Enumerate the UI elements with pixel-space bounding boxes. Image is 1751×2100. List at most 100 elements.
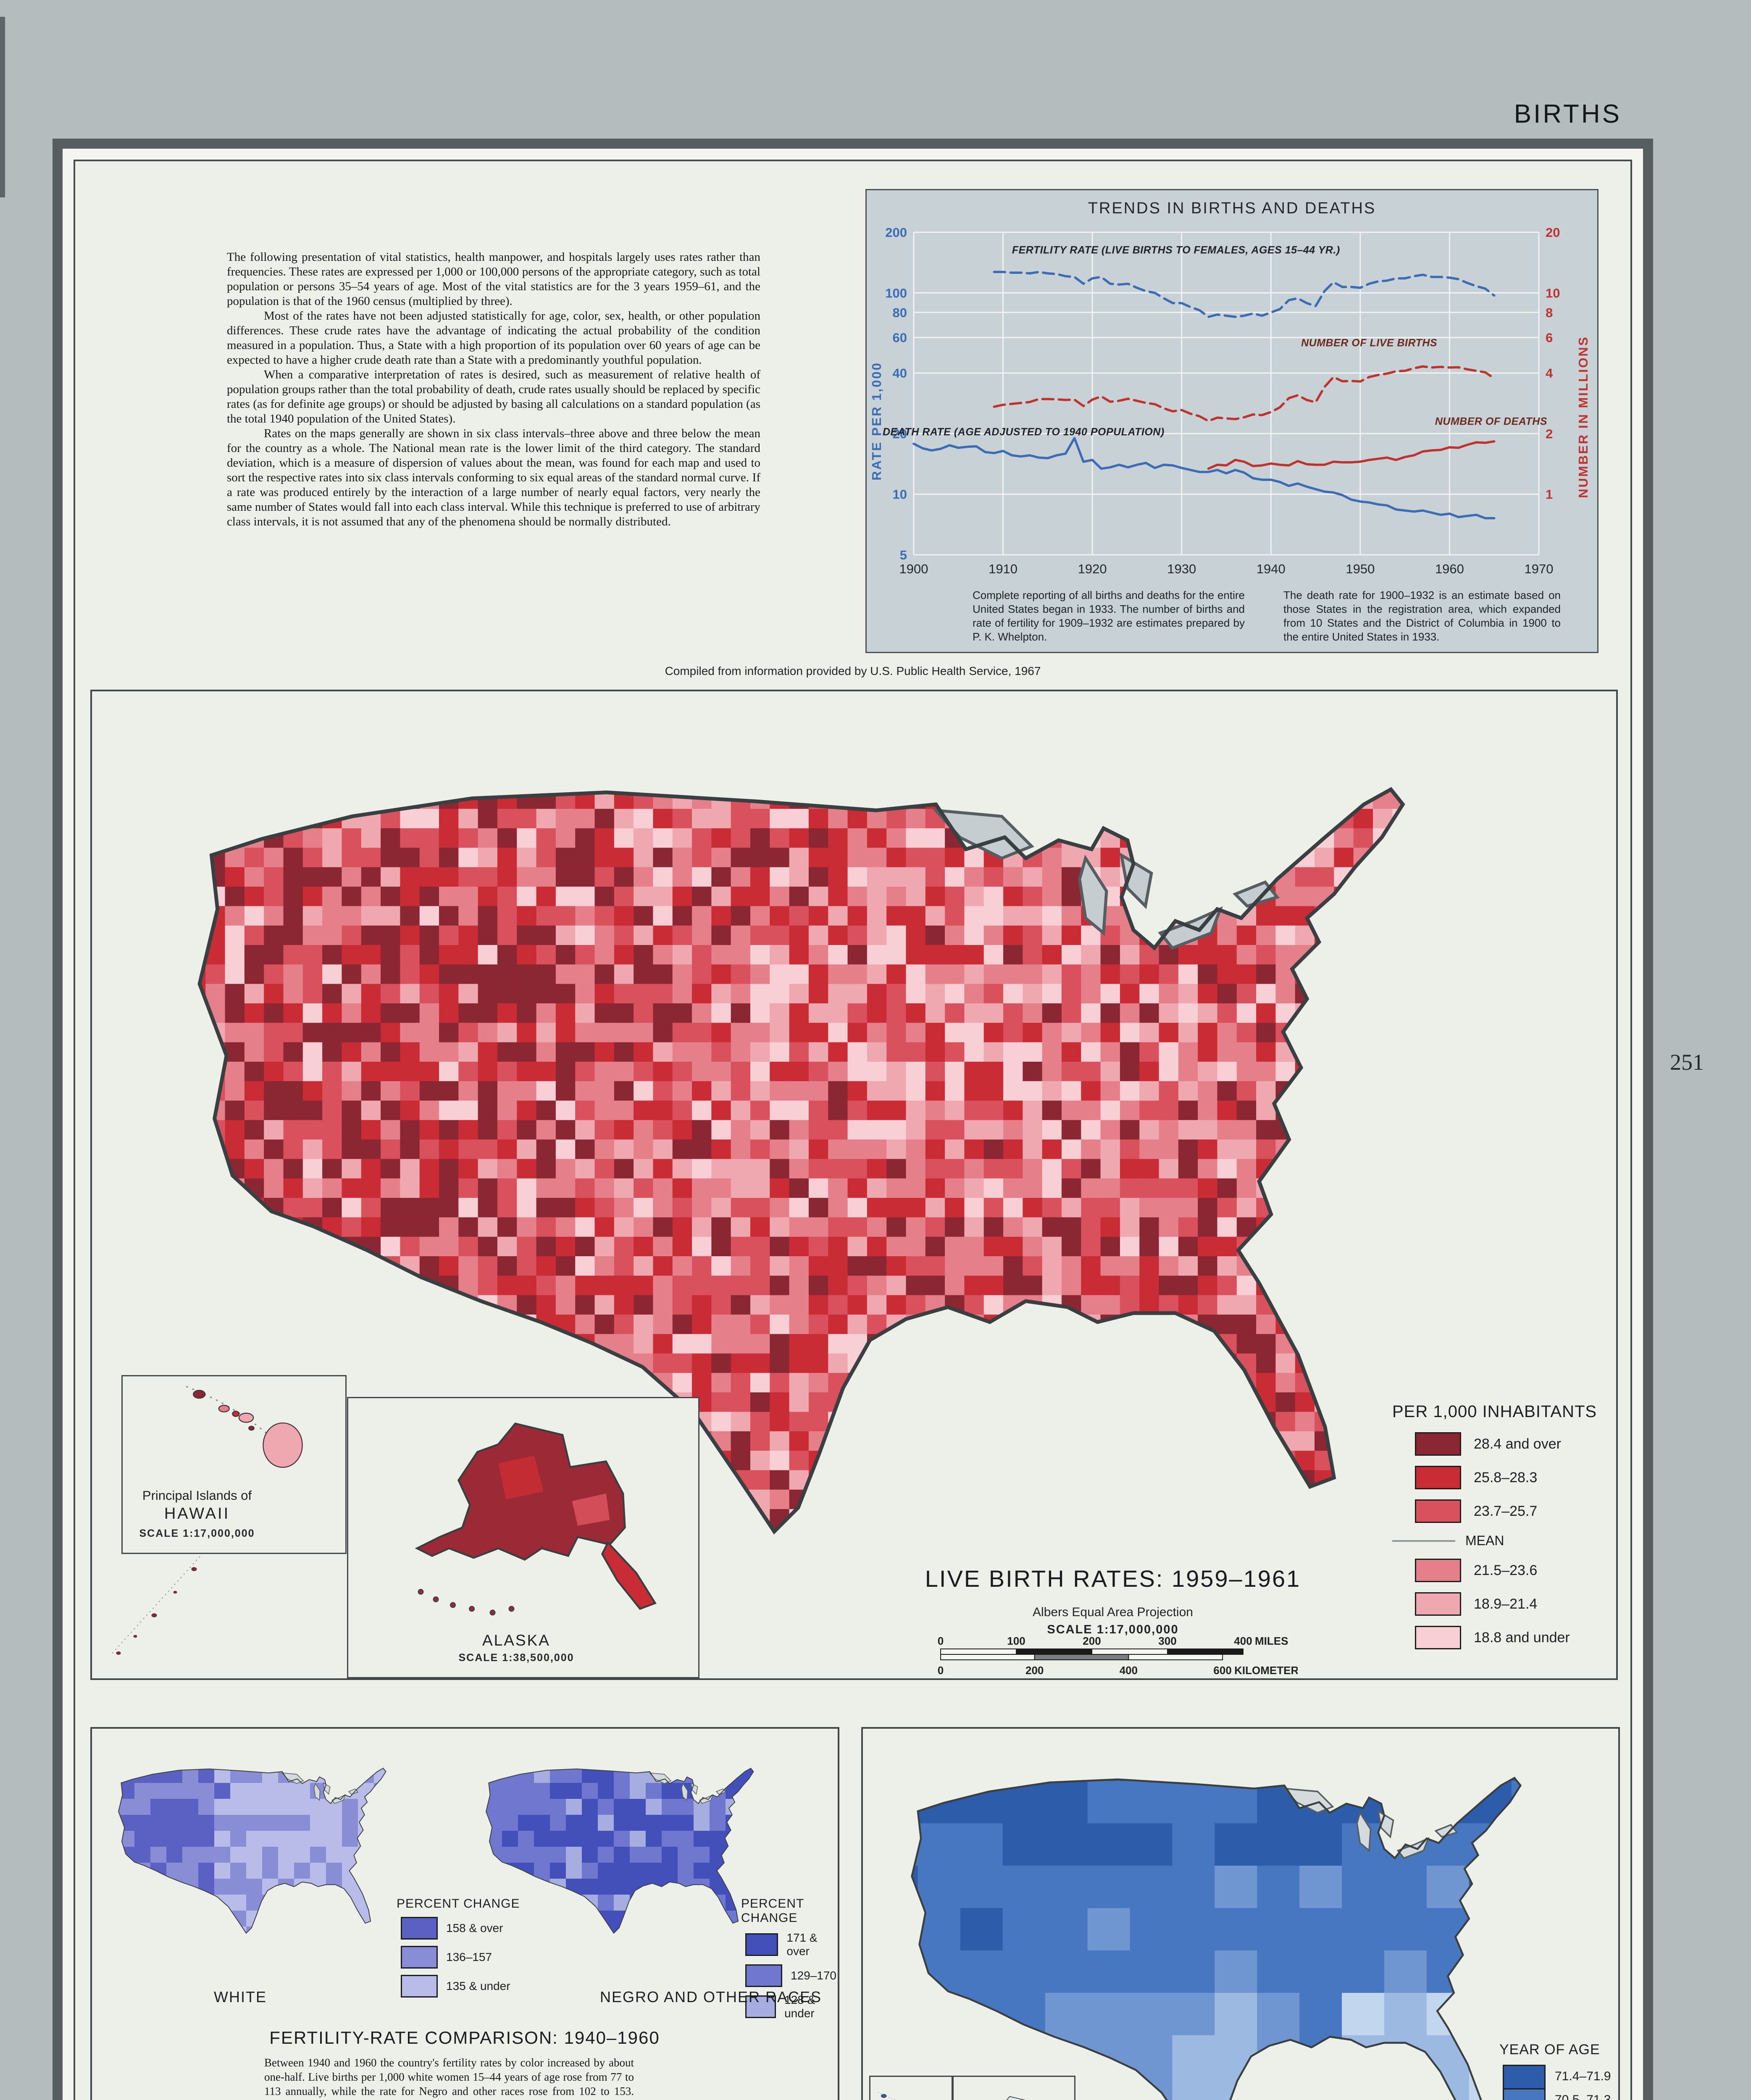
alaska-map: [415, 1422, 657, 1616]
life-alaska-inset: [952, 2076, 1075, 2100]
legend-swatch: [745, 1964, 782, 1987]
svg-text:200: 200: [885, 225, 907, 240]
svg-text:60: 60: [893, 331, 907, 345]
hawaii-inset-scale: SCALE 1:17,000,000: [139, 1528, 255, 1539]
svg-text:4: 4: [1546, 366, 1553, 381]
legend-swatch: [745, 1933, 778, 1956]
svg-text:20: 20: [1546, 225, 1560, 240]
legend-label: 71.4–71.9: [1555, 2069, 1611, 2083]
legend-row: 28.4 and over: [1415, 1432, 1602, 1456]
legend-swatch: [401, 1975, 438, 1998]
svg-text:FERTILITY RATE (LIVE BIRTHS TO: FERTILITY RATE (LIVE BIRTHS TO FEMALES, …: [1012, 244, 1340, 256]
negro-map-legend: PERCENT CHANGE 171 & over 129–170 128 & und…: [741, 1897, 837, 2026]
legend-row: 18.9–21.4: [1415, 1592, 1602, 1616]
fertility-comparison-panel: PERCENT CHANGE 158 & over 136–157 135 & und…: [90, 1727, 839, 2100]
negro-map-label: NEGRO AND OTHER RACES: [599, 1988, 822, 2006]
svg-text:400: 400: [1120, 1664, 1138, 1677]
life-hawaii-inset: [869, 2076, 953, 2100]
alaska-inset-name: ALASKA: [482, 1632, 550, 1649]
legend-label: 25.8–28.3: [1474, 1469, 1538, 1486]
trends-chart: 200 100 80 60 40 20 10 5 20 10 8 6 4 2 1 1900 1910 1920 19…: [883, 225, 1560, 576]
legend-label: 128 & under: [784, 1993, 815, 2020]
legend-row: 171 & over: [745, 1931, 837, 1958]
legend-swatch: [1415, 1432, 1461, 1456]
legend-row: 25.8–28.3: [1415, 1466, 1602, 1489]
hawaii-inset: Principal Islands of HAWAII SCALE 1:17,0…: [121, 1375, 347, 1554]
legend-label: 18.8 and under: [1474, 1629, 1570, 1646]
legend-label: 28.4 and over: [1474, 1436, 1561, 1452]
legend-mean-label: MEAN: [1465, 1533, 1504, 1548]
chart-note-left: Complete reporting of all births and dea…: [973, 589, 1245, 643]
white-fertility-map: [118, 1767, 386, 1934]
svg-text:1950: 1950: [1346, 562, 1375, 576]
birth-map-title: LIVE BIRTH RATES: 1959–1961: [925, 1565, 1301, 1592]
alaska-inset-scale: SCALE 1:38,500,000: [458, 1652, 574, 1664]
hawaii-islands-map: [186, 1386, 303, 1468]
legend-row: 71.4–71.9: [1503, 2065, 1613, 2090]
svg-text:200: 200: [1083, 1635, 1101, 1647]
legend-row: 158 & over: [401, 1917, 523, 1940]
legend-row: 129–170: [745, 1964, 837, 1987]
svg-text:5: 5: [900, 548, 907, 562]
life-alaska-map: [1006, 2096, 1026, 2100]
svg-text:MILES: MILES: [1255, 1635, 1288, 1647]
intro-paragraph-2: Most of the rates have not been adjusted…: [227, 309, 760, 367]
legend-swatch: [401, 1917, 438, 1940]
svg-text:NUMBER OF LIVE BIRTHS: NUMBER OF LIVE BIRTHS: [1301, 337, 1437, 349]
legend-label: 18.9–21.4: [1474, 1596, 1538, 1612]
plate: The following presentation of vital stat…: [53, 139, 1653, 2100]
negro-fertility-map: [485, 1767, 754, 1934]
legend-row: 135 & under: [401, 1975, 523, 1998]
legend-swatch: [745, 1995, 776, 2018]
legend-label: 129–170: [791, 1969, 837, 1982]
svg-text:20: 20: [893, 426, 907, 441]
svg-text:1900: 1900: [899, 562, 928, 576]
chart-note-right: The death rate for 1900–1932 is an estim…: [1283, 589, 1561, 643]
svg-text:1970: 1970: [1525, 562, 1554, 576]
svg-text:0: 0: [938, 1635, 944, 1647]
svg-text:300: 300: [1158, 1635, 1176, 1647]
legend-label: 23.7–25.7: [1474, 1503, 1538, 1519]
page-title: BIRTHS: [1514, 100, 1622, 129]
legend-row: 23.7–25.7: [1415, 1499, 1602, 1523]
scan-edge-artifact: [0, 17, 5, 197]
white-map-label: WHITE: [214, 1988, 267, 2006]
fertility-title: FERTILITY-RATE COMPARISON: 1940–1960: [269, 2028, 660, 2048]
svg-text:2: 2: [1546, 426, 1553, 441]
legend-swatch: [1415, 1499, 1461, 1523]
left-axis-title: RATE PER 1,000: [869, 362, 884, 481]
life-expectancy-panel: YEAR OF AGE71.4–71.970.5–71.369.9–70.4ME…: [861, 1727, 1620, 2100]
trends-chart-panel: 200 100 80 60 40 20 10 5 20 10 8 6 4 2 1 1900 1910 1920 19…: [865, 189, 1599, 653]
legend-label: 136–157: [446, 1950, 492, 1964]
legend-row: 70.5–71.3: [1503, 2088, 1613, 2100]
svg-text:100: 100: [885, 286, 907, 300]
legend-swatch: [1503, 2065, 1546, 2090]
birth-map-legend: PER 1,000 INHABITANTS 28.4 and over 25.8–2…: [1392, 1402, 1602, 1659]
svg-text:80: 80: [893, 305, 907, 320]
scale-text: SCALE 1:17,000,000: [1047, 1623, 1179, 1636]
white-map-legend: PERCENT CHANGE 158 & over 136–157 135 & und…: [397, 1897, 523, 2004]
legend-label: 158 & over: [446, 1922, 503, 1935]
svg-text:0: 0: [938, 1664, 944, 1677]
legend-row: 21.5–23.6: [1415, 1559, 1602, 1582]
legend-mean-divider: MEAN: [1392, 1533, 1602, 1549]
legend-swatch: [1415, 1626, 1461, 1649]
legend-row: 18.8 and under: [1415, 1626, 1602, 1649]
chart-title: TRENDS IN BIRTHS AND DEATHS: [1088, 200, 1376, 217]
svg-text:1910: 1910: [989, 562, 1017, 576]
legend-swatch: [1415, 1466, 1461, 1489]
svg-text:1: 1: [1546, 487, 1553, 502]
intro-paragraph-1: The following presentation of vital stat…: [227, 250, 760, 308]
legend-title: PERCENT CHANGE: [397, 1897, 520, 1911]
legend-swatch: [1415, 1559, 1461, 1582]
svg-text:10: 10: [1546, 286, 1560, 300]
svg-text:1960: 1960: [1435, 562, 1464, 576]
legend-label: 70.5–71.3: [1555, 2093, 1611, 2100]
svg-text:10: 10: [893, 487, 907, 502]
legend-label: 171 & over: [786, 1931, 818, 1958]
hawaii-inset-label: Principal Islands of: [142, 1488, 252, 1503]
legend-title: PER 1,000 INHABITANTS: [1392, 1402, 1597, 1421]
intro-paragraph-3: When a comparative interpretation of rat…: [227, 368, 760, 425]
legend-row: 136–157: [401, 1946, 523, 1969]
intro-paragraph-4: Rates on the maps generally are shown in…: [227, 427, 760, 528]
